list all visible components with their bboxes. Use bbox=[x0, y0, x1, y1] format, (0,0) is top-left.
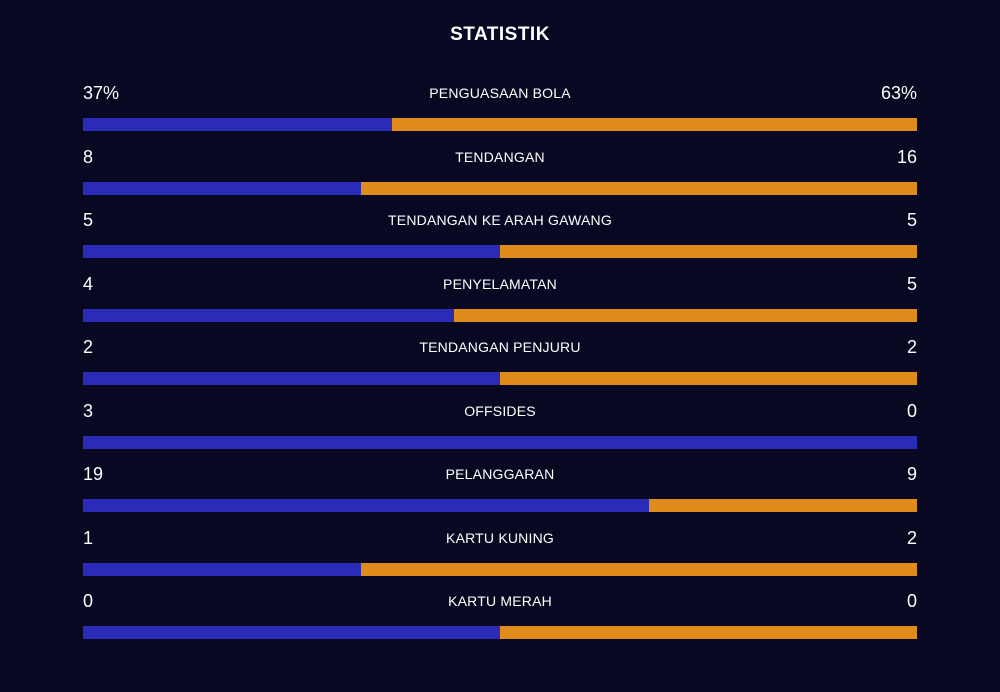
home-bar-segment bbox=[83, 499, 649, 512]
stat-row-offsides: 3 OFFSIDES 0 bbox=[83, 400, 917, 464]
stat-label: PENGUASAAN BOLA bbox=[429, 85, 571, 101]
home-value: 1 bbox=[83, 527, 94, 548]
stat-row-fouls: 19 PELANGGARAN 9 bbox=[83, 463, 917, 527]
home-bar-segment bbox=[83, 245, 500, 258]
away-bar-segment bbox=[648, 499, 917, 512]
comparison-bar bbox=[83, 181, 917, 195]
home-bar-segment bbox=[83, 372, 500, 385]
stat-row-yellow-cards: 1 KARTU KUNING 2 bbox=[83, 527, 917, 591]
home-bar-segment bbox=[83, 435, 917, 449]
stat-row-saves: 4 PENYELAMATAN 5 bbox=[83, 273, 917, 337]
stat-label: OFFSIDES bbox=[464, 402, 536, 419]
away-value: 0 bbox=[906, 591, 917, 611]
away-value: 63% bbox=[880, 83, 917, 103]
away-bar-segment bbox=[391, 118, 917, 131]
home-value: 2 bbox=[83, 337, 94, 357]
home-value: 37% bbox=[83, 83, 120, 103]
home-value: 3 bbox=[83, 400, 94, 421]
comparison-bar bbox=[83, 435, 917, 449]
home-bar-segment bbox=[83, 308, 454, 322]
stat-label: PELANGGARAN bbox=[445, 466, 555, 482]
stat-label: KARTU MERAH bbox=[448, 593, 552, 609]
stat-row-possession: 37% PENGUASAAN BOLA 63% bbox=[83, 82, 917, 146]
stat-label: TENDANGAN bbox=[455, 148, 545, 165]
stat-label: TENDANGAN PENJURU bbox=[419, 339, 581, 355]
away-value: 0 bbox=[906, 400, 917, 421]
comparison-bar bbox=[83, 626, 917, 639]
home-value: 4 bbox=[83, 273, 94, 294]
stat-row-red-cards: 0 KARTU MERAH 0 bbox=[83, 590, 917, 654]
away-bar-segment bbox=[360, 562, 917, 576]
away-value: 2 bbox=[906, 337, 917, 357]
home-value: 19 bbox=[83, 464, 104, 484]
comparison-bar bbox=[83, 499, 917, 512]
away-bar-segment bbox=[453, 308, 917, 322]
away-bar-segment bbox=[500, 626, 917, 639]
stat-label: TENDANGAN KE ARAH GAWANG bbox=[388, 212, 612, 228]
away-value: 9 bbox=[906, 464, 917, 484]
home-bar-segment bbox=[83, 181, 361, 195]
stats-list: 37% PENGUASAAN BOLA 63% 8 TENDANGAN 16 5… bbox=[83, 82, 917, 654]
away-bar-segment bbox=[360, 181, 917, 195]
home-value: 0 bbox=[83, 591, 94, 611]
stat-row-corners: 2 TENDANGAN PENJURU 2 bbox=[83, 336, 917, 400]
away-value: 5 bbox=[906, 210, 917, 230]
comparison-bar bbox=[83, 562, 917, 576]
home-bar-segment bbox=[83, 118, 392, 131]
home-value: 5 bbox=[83, 210, 94, 230]
stat-label: PENYELAMATAN bbox=[443, 275, 557, 292]
stat-row-shots-on-target: 5 TENDANGAN KE ARAH GAWANG 5 bbox=[83, 209, 917, 273]
comparison-bar bbox=[83, 372, 917, 385]
home-bar-segment bbox=[83, 626, 500, 639]
away-value: 5 bbox=[906, 273, 917, 294]
away-bar-segment bbox=[500, 372, 917, 385]
stat-label: KARTU KUNING bbox=[446, 529, 554, 546]
away-value: 2 bbox=[906, 527, 917, 548]
stat-row-shots: 8 TENDANGAN 16 bbox=[83, 146, 917, 210]
away-value: 16 bbox=[896, 146, 917, 167]
home-value: 8 bbox=[83, 146, 94, 167]
home-bar-segment bbox=[83, 562, 361, 576]
comparison-bar bbox=[83, 118, 917, 131]
away-bar-segment bbox=[500, 245, 917, 258]
comparison-bar bbox=[83, 245, 917, 258]
comparison-bar bbox=[83, 308, 917, 322]
stats-title: STATISTIK bbox=[450, 24, 550, 45]
